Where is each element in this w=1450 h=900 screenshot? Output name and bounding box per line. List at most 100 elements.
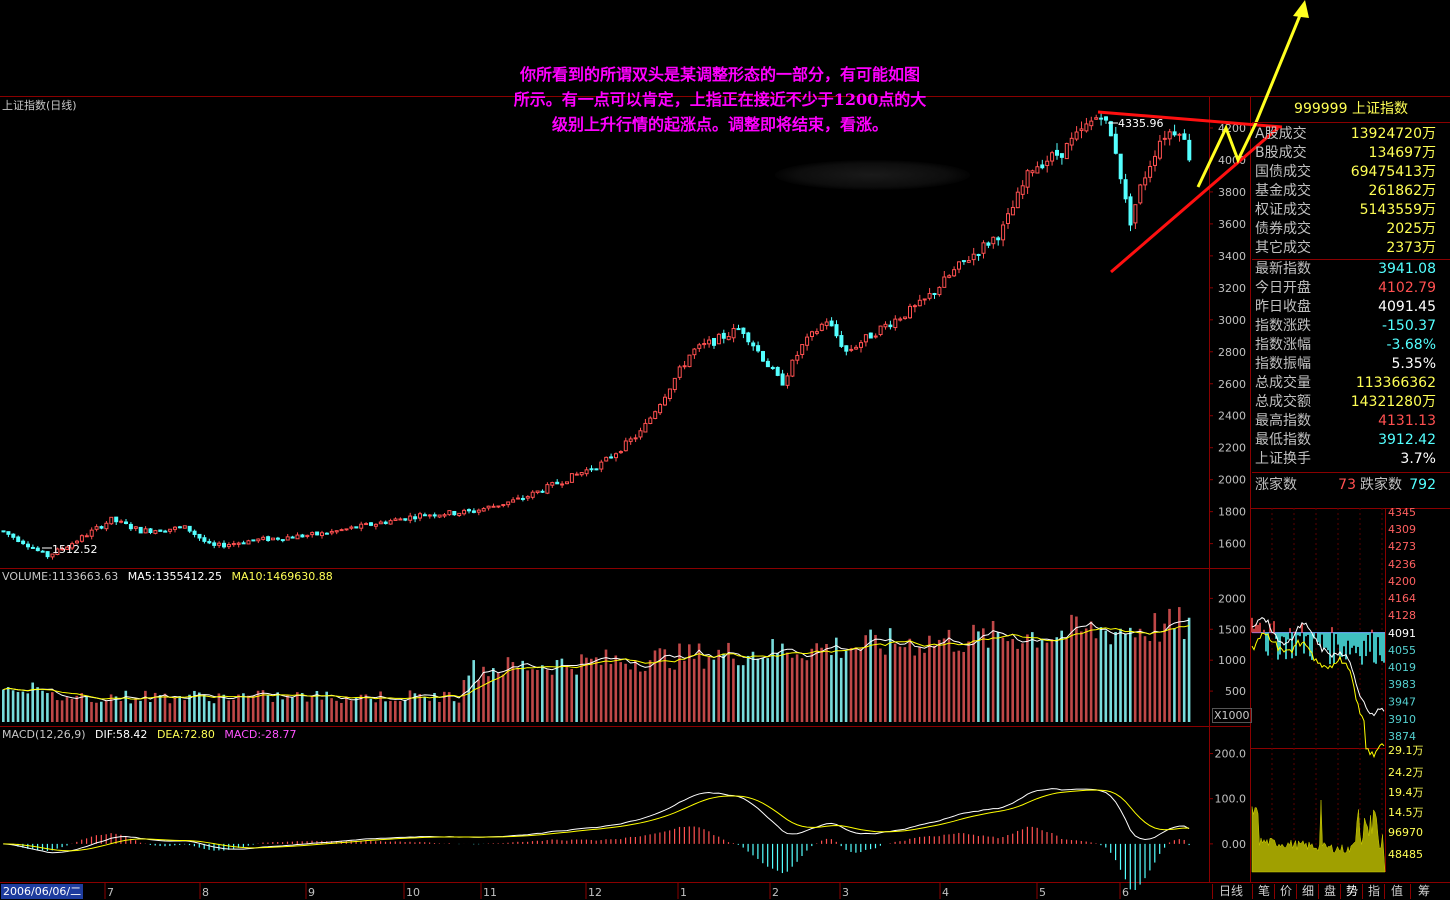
volume-bar <box>349 700 353 722</box>
candle-body <box>1123 179 1128 200</box>
candle-body <box>932 293 937 296</box>
volume-bar <box>849 647 853 722</box>
panel-title: 999999 上证指数 <box>1252 96 1450 123</box>
candle-body <box>143 528 148 534</box>
tab-3[interactable]: 细 <box>1296 884 1319 899</box>
candle-body <box>114 516 119 523</box>
macd-value: MACD:-28.77 <box>224 728 297 741</box>
volume-bar <box>1055 637 1059 722</box>
candle-body <box>393 518 398 521</box>
volume-bar <box>795 654 799 722</box>
tab-7[interactable]: 值 <box>1384 884 1409 899</box>
intraday-tick-label: 4345 <box>1388 506 1416 519</box>
intraday-tick-label: 4055 <box>1388 644 1416 657</box>
annotation-lines <box>1097 0 1309 274</box>
candle-body <box>422 514 427 517</box>
volume-bar <box>492 668 495 722</box>
month-label: 1 <box>680 886 687 899</box>
volume-bar <box>575 674 578 722</box>
volume-bar <box>986 647 990 722</box>
volume-bar <box>95 702 98 722</box>
volume-bar <box>1006 641 1010 722</box>
volume-bar <box>888 628 892 722</box>
tab-0[interactable]: 日线 <box>1212 884 1249 899</box>
volume-bar <box>1138 628 1142 722</box>
volume-bar <box>1075 616 1078 722</box>
volume-bar <box>859 648 863 722</box>
candle-body <box>849 348 854 351</box>
volume-bar <box>1089 621 1093 722</box>
volume-axis: 500 1000 1500 2000 <box>1209 592 1246 698</box>
volume-bar <box>21 691 25 722</box>
tab-4[interactable]: 盘 <box>1318 884 1341 899</box>
candle-body <box>516 497 520 500</box>
candle-body <box>197 533 202 539</box>
candle-body <box>609 456 614 459</box>
candle-body <box>128 523 133 530</box>
intraday-tick-label: 4128 <box>1388 609 1416 622</box>
volume-bar <box>6 687 10 722</box>
candle-body <box>790 359 795 377</box>
volume-bar <box>168 703 172 722</box>
candle-body <box>957 261 961 270</box>
volume-bar <box>933 645 936 722</box>
volume-bar <box>335 700 338 722</box>
tab-5[interactable]: 势 <box>1340 884 1363 899</box>
candle-body <box>716 333 721 345</box>
tab-8[interactable]: 筹 <box>1410 884 1437 899</box>
candle-body <box>1187 139 1192 161</box>
dea-line <box>3 789 1190 852</box>
volume-bar <box>1153 613 1157 722</box>
candle-body <box>290 536 295 539</box>
candle-body <box>731 327 736 339</box>
candle-body <box>1069 137 1074 146</box>
candle-body <box>222 542 226 548</box>
tab-2[interactable]: 价 <box>1274 884 1297 899</box>
candle-body <box>937 286 942 296</box>
candle-body <box>280 539 285 542</box>
candle-body <box>1172 131 1177 136</box>
intraday-index-line <box>1251 617 1385 717</box>
price-tick-label: 2800 <box>1218 346 1246 359</box>
volume-bar <box>16 692 20 722</box>
candle-body <box>1113 133 1118 154</box>
candle-body <box>707 339 712 345</box>
candle-body <box>785 375 790 386</box>
volume-bar <box>1031 632 1034 722</box>
panel-divider <box>1252 259 1450 260</box>
volume-bar <box>805 660 809 722</box>
candle-body <box>555 481 560 485</box>
panel-divider <box>1252 472 1450 473</box>
intraday-tick-label: 3874 <box>1388 730 1416 743</box>
candle-body <box>775 366 780 376</box>
candle-body <box>682 365 687 368</box>
volume-bar <box>869 629 872 722</box>
candle-body <box>271 537 275 541</box>
candle-body <box>329 530 334 534</box>
macd-axis: 0.00 100.0 200.0 <box>1209 748 1246 851</box>
panel-row: 基金成交 261862万 <box>1252 182 1436 201</box>
candle-body <box>810 331 814 338</box>
tab-6[interactable]: 指 <box>1362 884 1385 899</box>
candle-body <box>55 548 60 556</box>
volume-bar <box>639 671 642 722</box>
volume-bar <box>340 702 343 722</box>
month-label: 7 <box>107 886 114 899</box>
volume-bar <box>482 666 485 722</box>
volume-bar <box>452 701 456 722</box>
volume-bar <box>70 698 74 722</box>
tab-1[interactable]: 笔 <box>1252 884 1275 899</box>
volume-tick-label: 1500 <box>1218 623 1246 636</box>
volume-bar <box>937 639 941 722</box>
annotation-line: 你所看到的所谓双头是某调整形态的一部分，有可能如图 <box>519 65 920 84</box>
volume-bar <box>320 699 324 722</box>
panel-row-value: 261862万 <box>1368 183 1436 199</box>
volume-bar <box>634 660 637 722</box>
volume-bar <box>100 701 103 722</box>
candle-body <box>192 530 197 535</box>
volume-bar <box>707 656 711 722</box>
volume-bar <box>1182 638 1186 722</box>
grid <box>0 96 1450 883</box>
volume-bar <box>550 674 554 722</box>
